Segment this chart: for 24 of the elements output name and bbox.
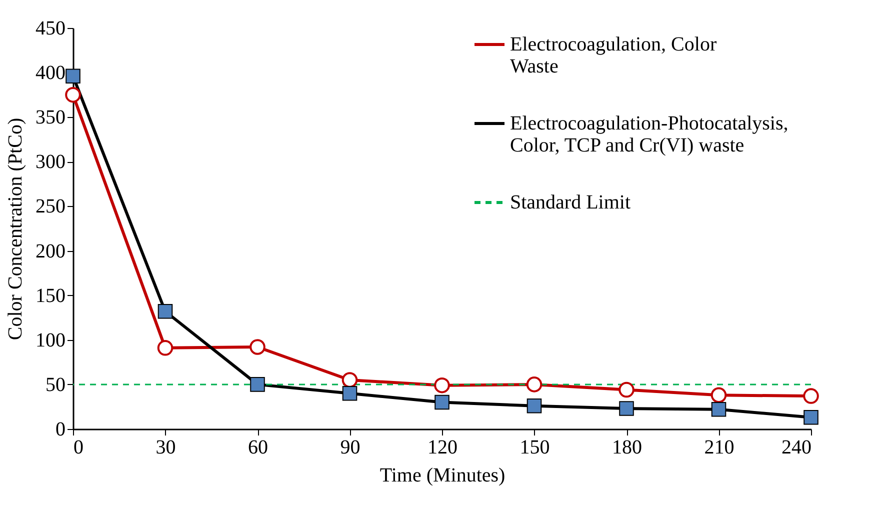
y-axis-title: Color Concentration (PtCo) <box>4 118 26 340</box>
y-tick-label: 100 <box>36 329 66 352</box>
x-tick-label: 180 <box>612 436 642 458</box>
y-tick-label: 350 <box>36 106 66 129</box>
y-tick-label: 300 <box>36 151 66 174</box>
legend-label: Electrocoagulation-Photocatalysis, Color, TCP and Cr(VI) waste <box>510 112 788 156</box>
x-tick-label: 150 <box>520 436 550 458</box>
x-tick-label: 120 <box>428 436 458 458</box>
y-tick-label: 0 <box>56 418 66 440</box>
legend-label: Electrocoagulation, Color Waste <box>510 34 717 78</box>
y-tick-label: 250 <box>36 196 66 218</box>
y-tick-label: 400 <box>36 62 66 84</box>
legend-label: Standard Limit <box>510 192 631 214</box>
y-tick-label: 200 <box>36 240 66 262</box>
x-tick-label: 30 <box>156 436 176 458</box>
x-tick-label: 240 <box>782 436 812 458</box>
x-axis-title: Time (Minutes) <box>380 464 506 486</box>
y-tick-label: 50 <box>46 374 66 396</box>
y-tick-label: 150 <box>36 284 66 307</box>
x-tick-label: 60 <box>248 436 268 458</box>
x-tick-label: 90 <box>340 436 360 458</box>
x-tick-label: 0 <box>74 436 84 458</box>
y-tick-label: 450 <box>36 18 66 40</box>
x-tick-label: 210 <box>704 436 734 458</box>
